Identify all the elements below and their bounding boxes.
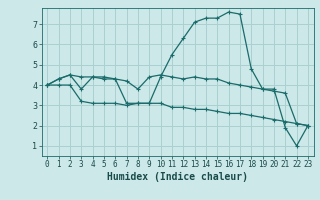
X-axis label: Humidex (Indice chaleur): Humidex (Indice chaleur) xyxy=(107,172,248,182)
